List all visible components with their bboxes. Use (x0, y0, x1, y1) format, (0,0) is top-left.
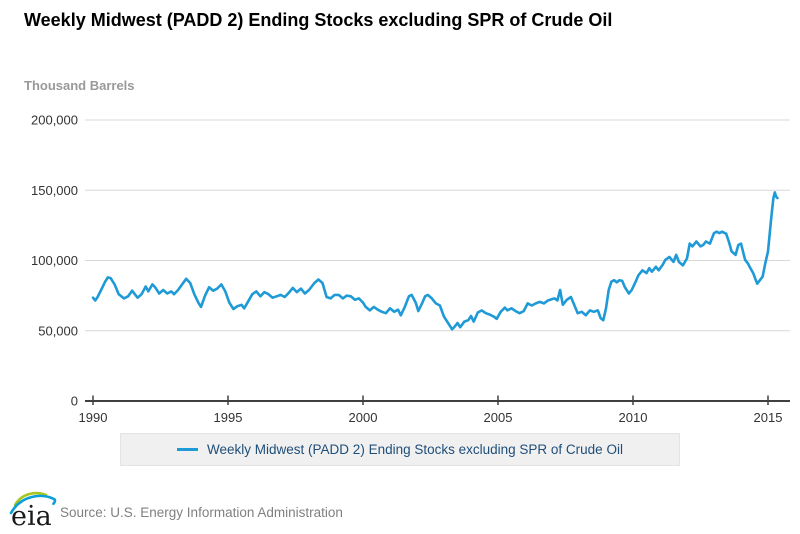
eia-logo-blue-swoosh (9, 494, 57, 515)
legend-line-swatch (177, 448, 199, 451)
footer: eia Source: U.S. Energy Information Admi… (0, 484, 800, 534)
x-axis-tick-label: 2010 (619, 410, 648, 425)
legend-label: Weekly Midwest (PADD 2) Ending Stocks ex… (207, 442, 623, 457)
x-axis-tick-label: 1995 (214, 410, 243, 425)
x-axis (85, 395, 790, 405)
y-axis-tick-label: 150,000 (31, 183, 78, 198)
x-axis-tick-label: 2015 (754, 410, 783, 425)
x-axis-tick-label: 2005 (484, 410, 513, 425)
y-axis-tick-labels: 0 50,000 100,000 150,000 200,000 (31, 113, 78, 409)
x-axis-tick-labels: 1990 1995 2000 2005 2010 2015 (79, 410, 783, 425)
eia-logo-green-swoosh (13, 491, 48, 507)
y-axis-tick-label: 200,000 (31, 113, 78, 128)
y-axis-tick-label: 100,000 (31, 253, 78, 268)
data-series-line (91, 191, 779, 331)
page-title: Weekly Midwest (PADD 2) Ending Stocks ex… (24, 10, 613, 30)
eia-logo-text: eia (11, 501, 52, 532)
y-axis-unit-label: Thousand Barrels (24, 78, 135, 93)
y-axis-tick-label: 50,000 (38, 323, 78, 338)
source-attribution: Source: U.S. Energy Information Administ… (60, 505, 343, 520)
y-axis-tick-label: 0 (71, 394, 78, 409)
x-axis-tick-label: 2000 (349, 410, 378, 425)
gridlines (85, 119, 790, 332)
eia-logo: eia (9, 491, 57, 532)
legend: Weekly Midwest (PADD 2) Ending Stocks ex… (120, 433, 680, 466)
x-axis-tick-label: 1990 (79, 410, 108, 425)
